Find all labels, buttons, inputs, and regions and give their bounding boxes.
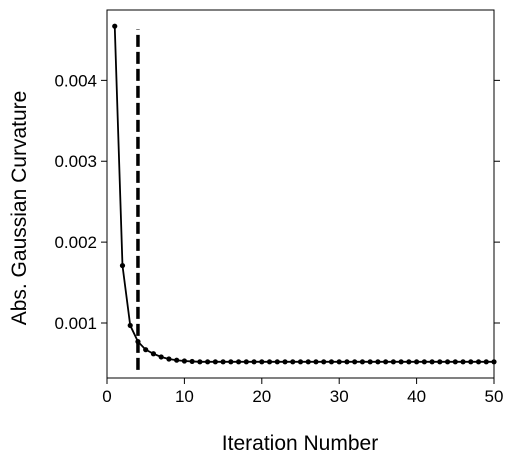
data-point <box>189 358 195 365</box>
data-point <box>475 359 482 365</box>
data-point <box>158 354 164 360</box>
y-tick-label: 0.001 <box>54 314 97 333</box>
x-tick-label: 0 <box>102 387 111 406</box>
x-tick-label: 40 <box>407 387 426 406</box>
x-tick-label: 30 <box>330 387 349 406</box>
data-point <box>243 359 249 365</box>
data-point <box>290 359 296 365</box>
data-point <box>390 359 396 365</box>
y-tick-label: 0.003 <box>54 152 97 171</box>
data-point <box>313 359 319 365</box>
data-point <box>406 359 412 365</box>
x-axis-title: Iteration Number <box>222 432 378 455</box>
x-tick-label: 20 <box>252 387 271 406</box>
data-point <box>383 359 389 365</box>
y-tick-label: 0.002 <box>54 233 97 252</box>
data-point <box>375 359 381 365</box>
data-point <box>367 359 373 365</box>
data-point <box>166 356 172 362</box>
data-point <box>344 359 350 365</box>
data-point <box>127 322 133 329</box>
data-point <box>421 359 427 365</box>
data-point <box>352 359 358 365</box>
data-point <box>414 359 420 365</box>
data-point <box>143 347 149 353</box>
data-point <box>220 359 226 365</box>
data-point <box>336 359 342 365</box>
data-point <box>282 359 288 365</box>
plot-area <box>112 23 497 370</box>
data-point <box>174 357 180 363</box>
data-point <box>297 359 304 365</box>
data-point <box>328 359 335 365</box>
data-point <box>259 359 265 365</box>
data-point <box>483 359 489 365</box>
data-point <box>150 351 157 357</box>
data-point <box>197 359 203 365</box>
data-point <box>112 23 118 29</box>
data-point <box>235 359 242 365</box>
y-axis-title: Abs. Gaussian Curvature <box>8 91 31 326</box>
data-point <box>205 359 211 365</box>
data-point <box>266 359 273 365</box>
x-tick-label: 50 <box>485 387 504 406</box>
data-point <box>251 359 257 365</box>
data-point <box>444 359 451 365</box>
data-point <box>228 359 234 365</box>
data-point <box>119 262 126 269</box>
data-point <box>321 359 327 365</box>
x-tick-label: 10 <box>175 387 194 406</box>
series-line <box>113 26 494 363</box>
data-point <box>460 359 466 365</box>
data-point <box>429 359 435 365</box>
data-point <box>305 359 311 365</box>
data-point <box>359 359 366 365</box>
axes: 0 10 20 30 40 50 0.001 0.002 0.003 0.004 <box>54 9 504 406</box>
data-point <box>181 358 187 364</box>
plot-frame <box>106 9 495 379</box>
data-point <box>212 359 218 365</box>
data-point <box>398 359 404 365</box>
data-point <box>452 359 458 365</box>
data-point <box>437 359 443 365</box>
y-tick-label: 0.004 <box>54 71 97 90</box>
data-point <box>135 339 141 345</box>
data-point <box>274 359 280 365</box>
data-point <box>468 359 474 365</box>
